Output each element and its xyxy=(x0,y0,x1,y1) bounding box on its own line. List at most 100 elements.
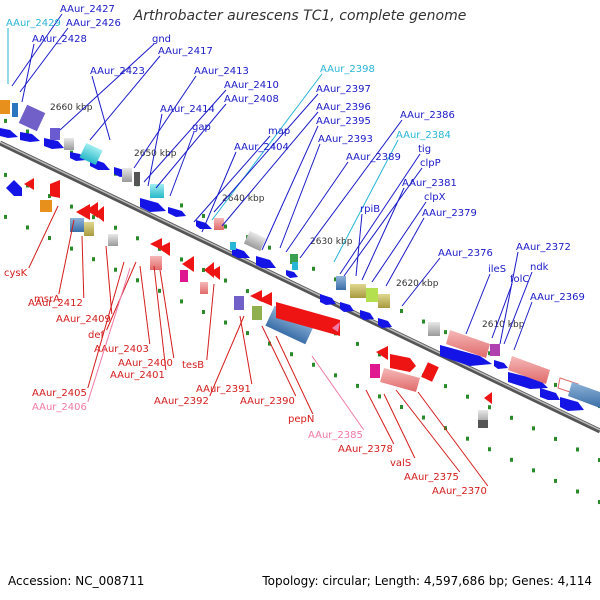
gene-label-tesb: tesB xyxy=(182,360,204,371)
gene-label-aaur-2375: AAur_2375 xyxy=(404,472,459,483)
tick-mark xyxy=(180,203,183,208)
tick-mark xyxy=(554,478,557,483)
gene-label-clpx: clpX xyxy=(424,192,446,203)
gene-leader-line xyxy=(159,269,175,359)
tick-mark xyxy=(466,394,469,399)
gene-leader-line xyxy=(59,43,155,131)
gene-label-aaur-2428: AAur_2428 xyxy=(32,34,87,45)
gene-label-aaur-2406: AAur_2406 xyxy=(32,402,87,413)
gene-label-aaur-2389: AAur_2389 xyxy=(346,152,401,163)
gene-leader-line xyxy=(21,43,35,103)
gene-leader-line xyxy=(385,217,425,287)
gene-label-aaur-2413: AAur_2413 xyxy=(194,66,249,77)
gene-label-aaur-2414: AAur_2414 xyxy=(160,104,215,115)
tick-mark xyxy=(136,278,139,283)
gene-leader-line xyxy=(209,315,245,397)
gene-label-aaur-2397: AAur_2397 xyxy=(316,84,371,95)
gene-leader-line xyxy=(279,143,321,249)
gene-label-map: map xyxy=(268,126,290,137)
map-title: Arthrobacter aurescens TC1, complete gen… xyxy=(133,8,467,24)
gene-leader-line xyxy=(333,139,399,263)
gene-label-aaur-2395: AAur_2395 xyxy=(316,116,371,127)
gene-leader-line xyxy=(383,393,416,459)
tick-mark xyxy=(334,373,337,378)
tick-mark xyxy=(4,172,7,177)
gene-leader-line xyxy=(221,111,319,227)
gene-leader-line xyxy=(355,213,363,277)
gene-label-aaur-2409: AAur_2409 xyxy=(56,314,111,325)
gene-leader-line xyxy=(133,75,197,169)
gene-leader-line xyxy=(91,75,111,141)
tick-mark xyxy=(356,341,359,346)
gene-leader-line xyxy=(169,131,195,197)
gene-label-aaur-2381: AAur_2381 xyxy=(402,178,457,189)
gene-label-aaur-2386: AAur_2386 xyxy=(400,110,455,121)
gene-leader-line xyxy=(206,283,215,361)
gene-leader-line xyxy=(105,245,113,315)
tick-mark xyxy=(400,405,403,409)
gene-leader-line xyxy=(465,273,491,335)
tick-mark xyxy=(26,129,29,134)
tick-mark xyxy=(92,257,95,262)
tick-mark xyxy=(114,225,117,230)
accession-label: Accession: NC_008711 xyxy=(8,574,145,588)
gene-label-aaur-2405: AAur_2405 xyxy=(32,388,87,399)
gene-label-aaur-2398: AAur_2398 xyxy=(320,64,375,75)
tick-mark xyxy=(224,278,227,283)
gene-label-aaur-2412: AAur_2412 xyxy=(28,298,83,309)
tick-mark xyxy=(246,331,249,336)
gene-label-aaur-2404: AAur_2404 xyxy=(234,142,289,153)
tick-mark xyxy=(488,351,491,356)
gene-leader-line xyxy=(11,13,63,87)
gene-leader-line xyxy=(339,153,421,275)
tick-mark xyxy=(356,383,359,388)
tick-mark xyxy=(444,330,447,335)
gene-leader-line xyxy=(401,257,441,307)
gene-label-tig: tig xyxy=(418,144,431,155)
tick-mark xyxy=(268,341,271,346)
gene-label-iles: ileS xyxy=(488,264,506,275)
tick-mark xyxy=(70,246,73,251)
gene-leader-line xyxy=(211,73,323,221)
gene-label-aaur-2379: AAur_2379 xyxy=(422,208,477,219)
gene-leader-line xyxy=(28,205,59,269)
gene-leader-line xyxy=(361,187,405,281)
tick-mark xyxy=(202,213,205,218)
gene-label-aaur-2384: AAur_2384 xyxy=(396,130,451,141)
tick-mark xyxy=(26,225,29,230)
gene-leader-line xyxy=(58,219,75,295)
tick-mark xyxy=(202,267,205,272)
tick-mark xyxy=(488,405,491,410)
tick-mark xyxy=(532,468,535,473)
gene-leader-line xyxy=(371,201,427,283)
tick-mark xyxy=(224,320,227,325)
tick-mark xyxy=(158,288,161,293)
tick-mark xyxy=(180,299,183,304)
gene-label-clpp: clpP xyxy=(420,158,441,169)
gene-label-cysk: cysK xyxy=(4,268,28,279)
tick-mark xyxy=(48,194,51,199)
gene-label-vals: valS xyxy=(390,458,411,469)
gene-label-aaur-2400: AAur_2400 xyxy=(118,358,173,369)
topology-label: Topology: circular; Length: 4,597,686 bp… xyxy=(262,574,592,588)
scale-label: 2620 kbp xyxy=(396,279,439,289)
gene-label-aaur-2408: AAur_2408 xyxy=(224,94,279,105)
gene-leader-line xyxy=(193,135,271,223)
gene-leader-line xyxy=(239,315,253,385)
tick-mark xyxy=(312,362,315,367)
gene-label-aaur-2417: AAur_2417 xyxy=(158,46,213,57)
gene-label-aaur-2385: AAur_2385 xyxy=(308,430,363,441)
gene-label-aaur-2372: AAur_2372 xyxy=(516,242,571,253)
gene-leader-line xyxy=(81,235,85,299)
gene-label-aaur-2378: AAur_2378 xyxy=(338,444,393,455)
gene-leader-line xyxy=(87,267,131,403)
gene-leader-line xyxy=(147,113,163,187)
reverse-strand-features xyxy=(6,178,492,428)
gene-leader-line xyxy=(299,119,403,259)
tick-mark xyxy=(488,447,491,452)
tick-mark xyxy=(202,309,205,314)
gene-label-aaur-2427: AAur_2427 xyxy=(60,4,115,15)
tick-mark xyxy=(268,245,271,250)
gene-label-gap: gap xyxy=(192,122,211,133)
